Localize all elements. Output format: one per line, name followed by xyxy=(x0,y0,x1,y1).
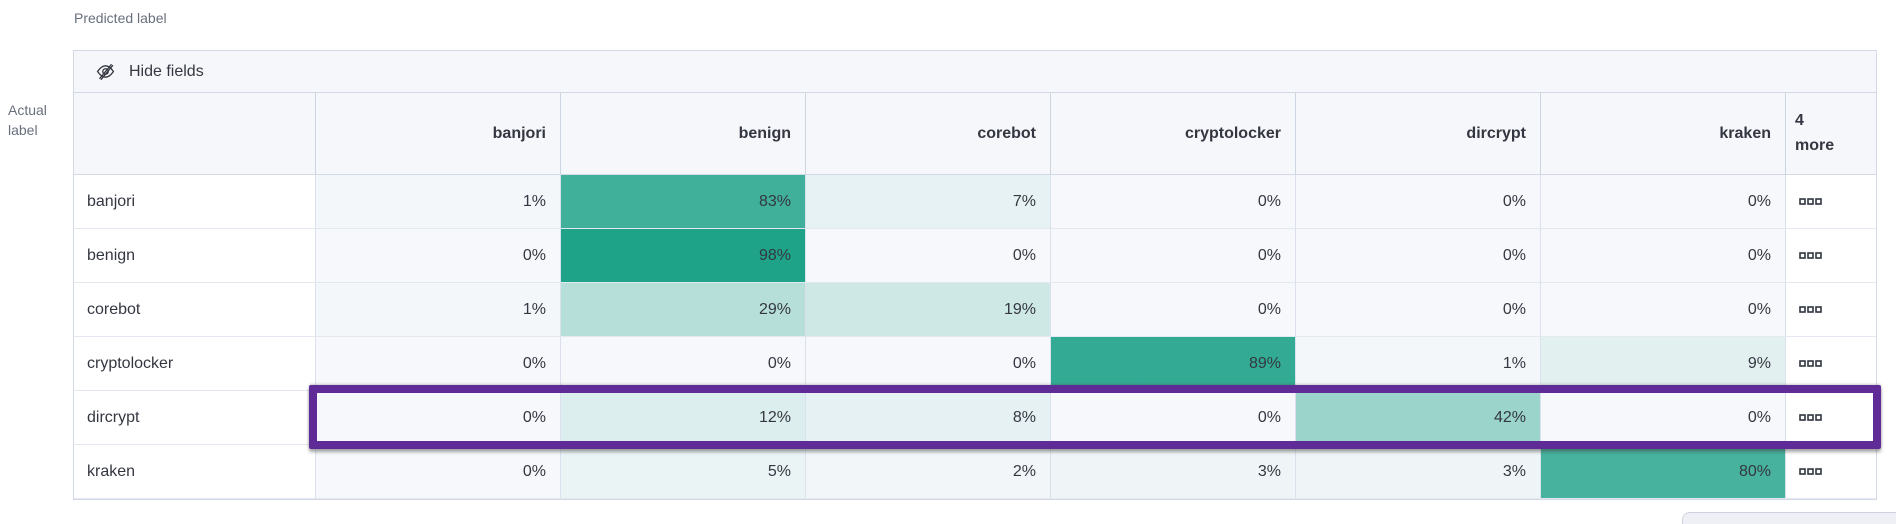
boxes-horizontal-icon[interactable] xyxy=(1797,196,1824,208)
column-header-cryptolocker[interactable]: cryptolocker xyxy=(1051,93,1296,175)
column-header-kraken[interactable]: kraken xyxy=(1541,93,1786,175)
cell-corebot-kraken: 0% xyxy=(1541,283,1786,337)
cell-banjori-cryptolocker: 0% xyxy=(1051,175,1296,229)
cell-banjori-banjori: 1% xyxy=(316,175,561,229)
cell-benign-dircrypt: 0% xyxy=(1296,229,1541,283)
cell-cryptolocker-kraken: 9% xyxy=(1541,337,1786,391)
row-label-kraken: kraken xyxy=(74,445,316,499)
hide-fields-label: Hide fields xyxy=(129,62,204,80)
column-header-more[interactable]: 4 more xyxy=(1786,93,1876,175)
actual-axis-label: Actual label xyxy=(8,102,47,139)
boxes-horizontal-icon[interactable] xyxy=(1797,412,1824,424)
row-actions-cell xyxy=(1786,391,1876,445)
row-label-dircrypt: dircrypt xyxy=(74,391,316,445)
cell-benign-corebot: 0% xyxy=(806,229,1051,283)
cell-corebot-benign: 29% xyxy=(561,283,806,337)
horizontal-scrollbar[interactable] xyxy=(1682,512,1896,524)
confusion-matrix-table: banjori benign corebot cryptolocker dirc… xyxy=(74,93,1876,499)
cell-cryptolocker-cryptolocker: 89% xyxy=(1051,337,1296,391)
cell-benign-kraken: 0% xyxy=(1541,229,1786,283)
cell-cryptolocker-banjori: 0% xyxy=(316,337,561,391)
cell-corebot-banjori: 1% xyxy=(316,283,561,337)
cell-dircrypt-benign: 12% xyxy=(561,391,806,445)
cell-kraken-cryptolocker: 3% xyxy=(1051,445,1296,499)
row-actions-cell xyxy=(1786,283,1876,337)
eye-closed-icon xyxy=(96,62,115,81)
row-actions-cell xyxy=(1786,337,1876,391)
boxes-horizontal-icon[interactable] xyxy=(1797,466,1824,478)
cell-corebot-corebot: 19% xyxy=(806,283,1051,337)
cell-benign-benign: 98% xyxy=(561,229,806,283)
cell-kraken-dircrypt: 3% xyxy=(1296,445,1541,499)
column-header-benign[interactable]: benign xyxy=(561,93,806,175)
cell-cryptolocker-benign: 0% xyxy=(561,337,806,391)
cell-benign-banjori: 0% xyxy=(316,229,561,283)
column-header-banjori[interactable]: banjori xyxy=(316,93,561,175)
cell-banjori-benign: 83% xyxy=(561,175,806,229)
cell-dircrypt-banjori: 0% xyxy=(316,391,561,445)
cell-kraken-benign: 5% xyxy=(561,445,806,499)
cell-banjori-corebot: 7% xyxy=(806,175,1051,229)
row-actions-cell xyxy=(1786,175,1876,229)
boxes-horizontal-icon[interactable] xyxy=(1797,304,1824,316)
cell-kraken-kraken: 80% xyxy=(1541,445,1786,499)
cell-banjori-dircrypt: 0% xyxy=(1296,175,1541,229)
cell-cryptolocker-corebot: 0% xyxy=(806,337,1051,391)
hide-fields-button[interactable]: Hide fields xyxy=(96,62,204,81)
header-empty-cell xyxy=(74,93,316,175)
column-header-corebot[interactable]: corebot xyxy=(806,93,1051,175)
cell-dircrypt-corebot: 8% xyxy=(806,391,1051,445)
cell-corebot-dircrypt: 0% xyxy=(1296,283,1541,337)
cell-benign-cryptolocker: 0% xyxy=(1051,229,1296,283)
row-label-benign: benign xyxy=(74,229,316,283)
cell-dircrypt-kraken: 0% xyxy=(1541,391,1786,445)
row-label-corebot: corebot xyxy=(74,283,316,337)
cell-kraken-banjori: 0% xyxy=(316,445,561,499)
grid-toolbar: Hide fields xyxy=(74,51,1876,93)
boxes-horizontal-icon[interactable] xyxy=(1797,250,1824,262)
column-header-dircrypt[interactable]: dircrypt xyxy=(1296,93,1541,175)
cell-corebot-cryptolocker: 0% xyxy=(1051,283,1296,337)
row-actions-cell xyxy=(1786,445,1876,499)
confusion-matrix-grid: Hide fields banjori benign corebot crypt… xyxy=(73,50,1877,500)
row-actions-cell xyxy=(1786,229,1876,283)
row-label-cryptolocker: cryptolocker xyxy=(74,337,316,391)
predicted-axis-label: Predicted label xyxy=(74,10,167,26)
row-label-banjori: banjori xyxy=(74,175,316,229)
cell-dircrypt-dircrypt: 42% xyxy=(1296,391,1541,445)
cell-cryptolocker-dircrypt: 1% xyxy=(1296,337,1541,391)
cell-dircrypt-cryptolocker: 0% xyxy=(1051,391,1296,445)
cell-kraken-corebot: 2% xyxy=(806,445,1051,499)
boxes-horizontal-icon[interactable] xyxy=(1797,358,1824,370)
cell-banjori-kraken: 0% xyxy=(1541,175,1786,229)
